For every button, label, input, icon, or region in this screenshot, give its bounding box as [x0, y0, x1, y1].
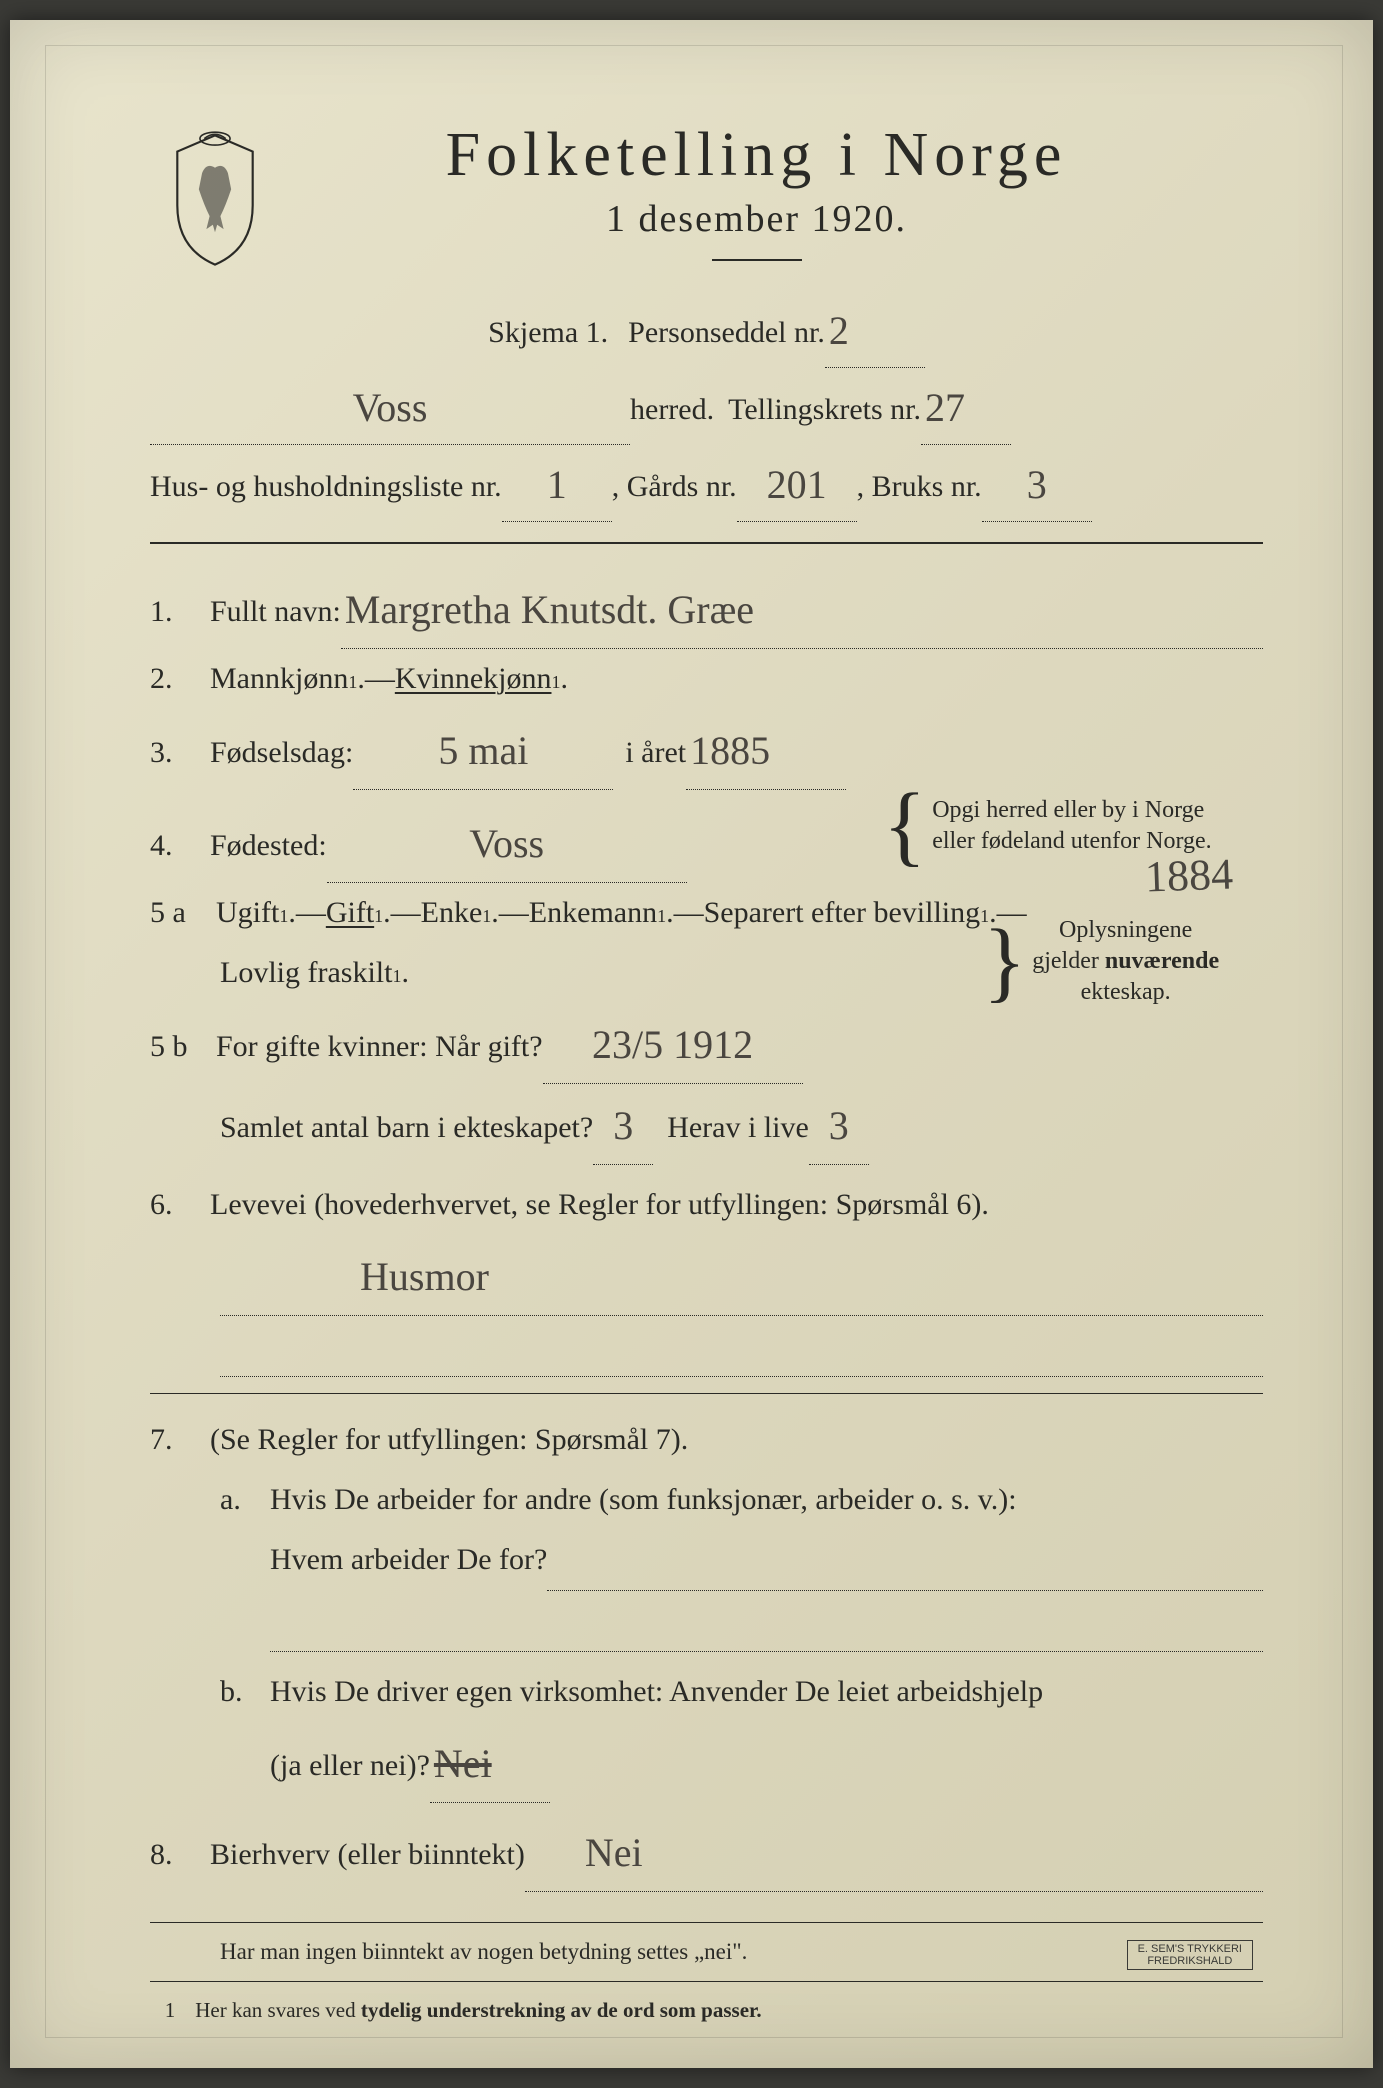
- q8-value: Nei: [585, 1830, 643, 1875]
- biinntekt-note: Har man ingen biinntekt av nogen betydni…: [220, 1939, 1263, 1965]
- page-subtitle: 1 desember 1920.: [250, 197, 1263, 241]
- gards-label: , Gårds nr.: [612, 458, 737, 515]
- q1-num: 1.: [150, 582, 210, 642]
- q8-num: 8.: [150, 1825, 210, 1885]
- footnote-num: 1: [150, 1998, 190, 2023]
- q6-num: 6.: [150, 1175, 210, 1235]
- census-form-page: Folketelling i Norge 1 desember 1920. Sk…: [10, 20, 1373, 2068]
- q7a-l2: Hvem arbeider De for?: [270, 1530, 547, 1590]
- q5a-gift: Gift: [326, 883, 374, 943]
- q1-value: Margretha Knutsdt. Græe: [345, 587, 754, 632]
- q6-blank-row: [220, 1316, 1263, 1377]
- q7a-l1: Hvis De arbeider for andre (som funksjon…: [270, 1470, 1017, 1530]
- q4-note-l1: Opgi herred eller by i Norge: [932, 795, 1211, 826]
- q5b-sidenote: } Oplysningene gjelder gjelder nuværende…: [983, 915, 1243, 1009]
- gards-nr: 201: [767, 462, 827, 507]
- title-divider: [712, 259, 802, 261]
- q6-value: Husmor: [360, 1254, 489, 1299]
- q7a-row2: Hvem arbeider De for?: [270, 1530, 1263, 1591]
- section-rule-3: [150, 1922, 1263, 1923]
- q4-row: 4. Fødested: Voss { Opgi herred eller by…: [150, 790, 1263, 883]
- husliste-row: Hus- og husholdningsliste nr. 1 , Gårds …: [150, 445, 1263, 522]
- q6-value-row: Husmor: [220, 1235, 1263, 1316]
- herred-label: herred.: [630, 381, 714, 438]
- herred-value: Voss: [353, 385, 428, 430]
- q4-label: Fødested:: [210, 816, 327, 876]
- q7b-value: Nei: [434, 1741, 492, 1786]
- q8-label: Bierhverv (eller biinntekt): [210, 1825, 525, 1885]
- schema-label: Skjema 1.: [488, 304, 608, 361]
- q7b-l1: Hvis De driver egen virksomhet: Anvender…: [270, 1662, 1043, 1722]
- bruks-nr: 3: [1027, 462, 1047, 507]
- q5b-label2: Samlet antal barn i ekteskapet?: [220, 1098, 593, 1158]
- q7a-blank: [270, 1591, 1263, 1652]
- q5b-barn-total: 3: [613, 1103, 633, 1148]
- schema-row: Skjema 1. Personseddel nr. 2: [150, 291, 1263, 368]
- personseddel-label: Personseddel nr.: [628, 304, 825, 361]
- personseddel-nr: 2: [829, 308, 849, 353]
- section-rule-1: [150, 542, 1263, 544]
- q7b-num: b.: [220, 1662, 270, 1722]
- footnote-row: 1 Her kan svares ved tydelig understrekn…: [150, 1998, 1263, 2023]
- q5b-row1: 5 b For gifte kvinner: Når gift? 23/5 19…: [150, 1003, 1263, 1084]
- q4-value: Voss: [469, 821, 544, 866]
- husliste-nr: 1: [547, 462, 567, 507]
- q3-year: 1885: [690, 728, 770, 773]
- q3-day: 5 mai: [438, 728, 528, 773]
- stamp-l1: E. SEM'S TRYKKERI: [1138, 1943, 1242, 1955]
- q2-num: 2.: [150, 649, 210, 709]
- q5a-enke: Enke: [421, 883, 483, 943]
- tellingskrets-label: Tellingskrets nr.: [728, 381, 921, 438]
- q7-num: 7.: [150, 1410, 210, 1470]
- q5b-note-l2: gjelder gjelder nuværendenuværende: [1032, 946, 1219, 977]
- q7-row: 7. (Se Regler for utfyllingen: Spørsmål …: [150, 1410, 1263, 1470]
- q5b-note-l3: ekteskap.: [1032, 977, 1219, 1008]
- header-block: Folketelling i Norge 1 desember 1920.: [150, 120, 1263, 261]
- q5a-fraskilt: Lovlig fraskilt: [220, 943, 392, 1003]
- q7a-num: a.: [220, 1470, 270, 1530]
- section-rule-4: [150, 1981, 1263, 1982]
- q3-num: 3.: [150, 723, 210, 783]
- q7-label: (Se Regler for utfyllingen: Spørsmål 7).: [210, 1410, 688, 1470]
- q2-mann: Mannkjønn: [210, 649, 348, 709]
- footnote-text: Her kan svares ved tydelig understreknin…: [195, 1998, 761, 2022]
- q3-row: 3. Fødselsdag: 5 mai i året 1885: [150, 709, 1263, 790]
- q5b-num: 5 b: [150, 1017, 216, 1077]
- q2-kvinne: Kvinnekjønn: [395, 649, 552, 709]
- q7b-row1: b. Hvis De driver egen virksomhet: Anven…: [220, 1662, 1263, 1722]
- q6-row: 6. Levevei (hovederhvervet, se Regler fo…: [150, 1175, 1263, 1235]
- q5a-ugift: Ugift: [216, 883, 279, 943]
- q1-label: Fullt navn:: [210, 582, 341, 642]
- q5b-label3: Herav i live: [667, 1098, 809, 1158]
- q2-row: 2. Mannkjønn1. — Kvinnekjønn1.: [150, 649, 1263, 709]
- q3-label: Fødselsdag:: [210, 723, 353, 783]
- q3-year-label: i året: [625, 723, 686, 783]
- q5a-num: 5 a: [150, 883, 216, 943]
- margin-scribble: 1884: [1144, 848, 1234, 902]
- q7b-row2: (ja eller nei)? Nei: [270, 1722, 1263, 1803]
- bruks-label: , Bruks nr.: [857, 458, 982, 515]
- q5b-row2: Samlet antal barn i ekteskapet? 3 Herav …: [220, 1084, 1263, 1165]
- q5b-label1: For gifte kvinner: Når gift?: [216, 1017, 543, 1077]
- husliste-label: Hus- og husholdningsliste nr.: [150, 458, 502, 515]
- tellingskrets-nr: 27: [925, 385, 965, 430]
- printer-stamp: E. SEM'S TRYKKERI FREDRIKSHALD: [1127, 1940, 1253, 1970]
- q8-row: 8. Bierhverv (eller biinntekt) Nei: [150, 1811, 1263, 1892]
- herred-row: Voss herred. Tellingskrets nr. 27: [150, 368, 1263, 445]
- q7b-l2: (ja eller nei)?: [270, 1736, 430, 1796]
- stamp-l2: FREDRIKSHALD: [1138, 1955, 1242, 1967]
- q1-row: 1. Fullt navn: Margretha Knutsdt. Græe: [150, 568, 1263, 649]
- q5a-enkemann: Enkemann: [529, 883, 657, 943]
- q5b-barn-live: 3: [829, 1103, 849, 1148]
- q5b-gift-date: 23/5 1912: [592, 1022, 753, 1067]
- coat-of-arms-icon: [160, 130, 270, 270]
- section-rule-2: [150, 1393, 1263, 1394]
- q5b-note-l1: Oplysningene: [1032, 915, 1219, 946]
- q4-num: 4.: [150, 816, 210, 876]
- page-title: Folketelling i Norge: [250, 120, 1263, 191]
- q5a-separert: Separert efter bevilling: [704, 883, 981, 943]
- q7a-row1: a. Hvis De arbeider for andre (som funks…: [220, 1470, 1263, 1530]
- q6-label: Levevei (hovederhvervet, se Regler for u…: [210, 1175, 989, 1235]
